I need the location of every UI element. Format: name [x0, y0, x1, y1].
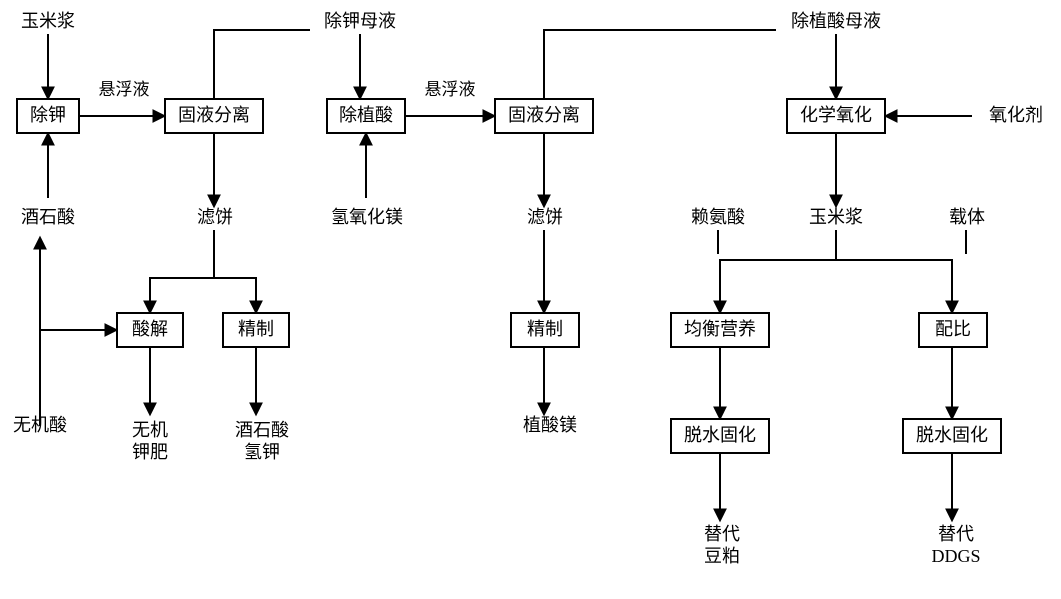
edge-13 — [150, 230, 214, 312]
node-b_refine1: 精制 — [222, 312, 290, 348]
node-t_mgoh: 氢氧化镁 — [322, 206, 412, 230]
node-b_sep2: 固液分离 — [494, 98, 594, 134]
node-t_k_mother: 除钾母液 — [310, 10, 410, 34]
flowchart-canvas: 玉米浆除钾悬浮液固液分离除钾母液除植酸悬浮液固液分离除植酸母液化学氧化氧化剂酒石… — [0, 0, 1061, 599]
edge-3 — [214, 30, 310, 98]
node-b_remove_phytic: 除植酸 — [326, 98, 406, 134]
node-t_k_fert: 无机 钾肥 — [122, 418, 178, 466]
node-t_cake1: 滤饼 — [190, 206, 240, 230]
node-b_acid: 酸解 — [116, 312, 184, 348]
node-t_carrier: 载体 — [942, 206, 992, 230]
node-t_mg_phytate: 植酸镁 — [514, 414, 586, 438]
node-t_oxidizer: 氧化剂 — [980, 104, 1052, 128]
node-b_refine2: 精制 — [510, 312, 580, 348]
edge-22 — [836, 260, 952, 312]
node-t_sub_ddgs: 替代 DDGS — [926, 522, 986, 570]
node-t_cake2: 滤饼 — [520, 206, 570, 230]
node-t_susp1: 悬浮液 — [88, 80, 160, 100]
node-b_dehy1: 脱水固化 — [670, 418, 770, 454]
edge-21 — [720, 230, 836, 312]
node-t_k_tart: 酒石酸 氢钾 — [226, 418, 298, 466]
edge-8 — [544, 30, 776, 98]
node-b_dehy2: 脱水固化 — [902, 418, 1002, 454]
node-t_corn2: 玉米浆 — [800, 206, 872, 230]
node-b_nutrition: 均衡营养 — [670, 312, 770, 348]
node-b_remove_k: 除钾 — [16, 98, 80, 134]
node-t_susp2: 悬浮液 — [414, 80, 486, 100]
node-t_inorg_acid: 无机酸 — [4, 414, 76, 438]
node-b_sep1: 固液分离 — [164, 98, 264, 134]
edge-14 — [214, 278, 256, 312]
node-t_input_corn: 玉米浆 — [12, 10, 84, 34]
node-t_tartaric: 酒石酸 — [12, 206, 84, 230]
node-b_peibi: 配比 — [918, 312, 988, 348]
node-t_sub_soy: 替代 豆粕 — [694, 522, 750, 570]
edge-15 — [40, 330, 116, 426]
node-t_phytic_mother: 除植酸母液 — [776, 10, 896, 34]
node-t_lysine: 赖氨酸 — [682, 206, 754, 230]
node-b_chem_ox: 化学氧化 — [786, 98, 886, 134]
